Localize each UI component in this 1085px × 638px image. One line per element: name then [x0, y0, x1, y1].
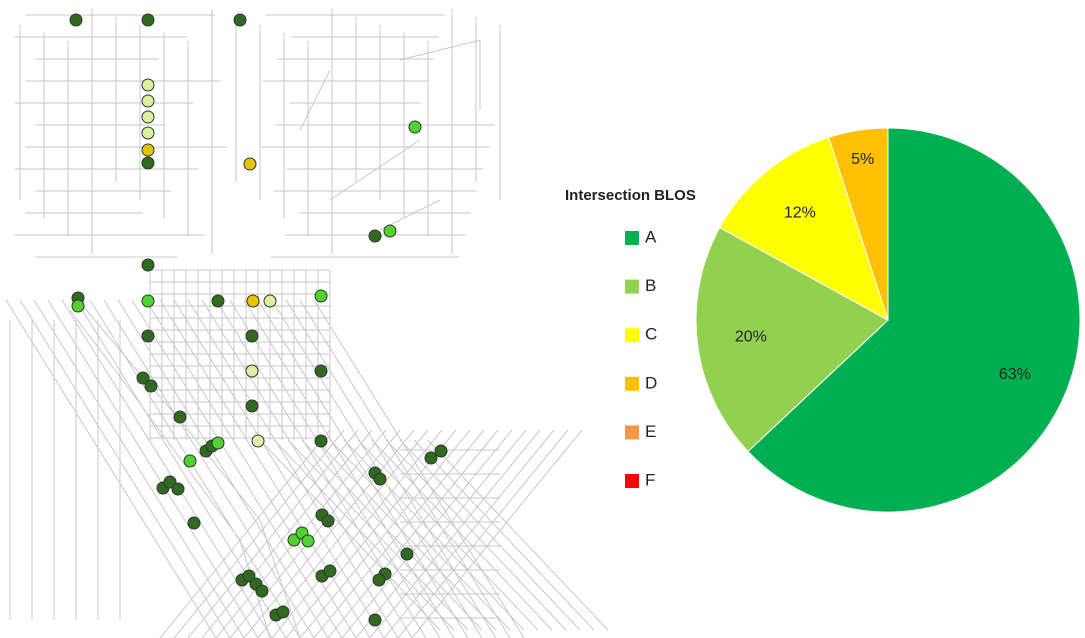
slice-label: 12%	[784, 205, 816, 222]
intersection-dot	[183, 454, 197, 468]
intersection-dot	[255, 584, 269, 598]
intersection-dot	[321, 514, 335, 528]
intersection-dot	[383, 224, 397, 238]
intersection-dot	[424, 451, 438, 465]
intersection-dot	[400, 547, 414, 561]
intersection-dot	[211, 436, 225, 450]
street-map	[5, 9, 609, 638]
intersection-dot	[368, 613, 382, 627]
legend-swatch	[625, 376, 639, 391]
legend-swatch	[625, 279, 639, 294]
intersection-dot	[141, 126, 155, 140]
intersection-dot	[246, 294, 260, 308]
pie-chart: 63% 20% 12% 5%	[695, 127, 1081, 513]
intersection-dot	[243, 157, 257, 171]
intersection-dot	[233, 13, 247, 27]
intersection-dot	[171, 482, 185, 496]
pie-slice	[719, 136, 889, 322]
intersection-dot	[372, 573, 386, 587]
legend-swatch	[625, 328, 639, 343]
intersection-dot	[434, 444, 448, 458]
intersection-dot	[141, 110, 155, 124]
slice-label: 20%	[735, 329, 767, 346]
slice-label: 63%	[999, 366, 1031, 383]
intersection-dot	[141, 156, 155, 170]
intersection-dot	[187, 516, 201, 530]
intersection-dot	[408, 120, 422, 134]
intersection-dot	[136, 371, 150, 385]
intersection-dot	[141, 258, 155, 272]
pie-slice	[747, 127, 1081, 513]
legend-swatch	[625, 231, 639, 245]
intersection-dot	[314, 434, 328, 448]
legend-swatch	[625, 425, 639, 440]
intersection-dot	[141, 143, 155, 157]
intersection-dot	[245, 329, 259, 343]
legend-label: F	[645, 470, 655, 489]
legend-label: E	[645, 422, 656, 441]
legend-title: Intersection BLOS	[565, 187, 696, 204]
legend-label: C	[645, 325, 657, 344]
legend-label: B	[645, 276, 656, 295]
intersection-dot	[373, 472, 387, 486]
intersection-dot	[368, 229, 382, 243]
intersection-dot	[141, 294, 155, 308]
pie-slice	[695, 226, 889, 453]
intersection-dot	[263, 294, 277, 308]
intersection-dot	[314, 289, 328, 303]
intersection-dot	[301, 534, 315, 548]
intersection-dot	[141, 78, 155, 92]
intersection-dot	[251, 434, 265, 448]
pie-slice	[828, 127, 889, 321]
intersection-dot	[245, 364, 259, 378]
legend-label: A	[645, 227, 657, 246]
legend-label: D	[645, 373, 657, 392]
streets	[5, 9, 609, 638]
intersection-dot	[71, 299, 85, 313]
intersection-dot	[314, 364, 328, 378]
intersection-dot	[211, 294, 225, 308]
slice-label: 5%	[851, 151, 874, 168]
intersection-dot	[141, 329, 155, 343]
intersection-dot	[173, 410, 187, 424]
intersection-dot	[144, 379, 158, 393]
intersection-dot	[276, 605, 290, 619]
intersection-dot	[69, 13, 83, 27]
intersection-dot	[245, 399, 259, 413]
legend-swatch	[625, 474, 639, 488]
intersection-dot	[323, 564, 337, 578]
intersection-dot	[141, 13, 155, 27]
intersection-dot	[141, 94, 155, 108]
